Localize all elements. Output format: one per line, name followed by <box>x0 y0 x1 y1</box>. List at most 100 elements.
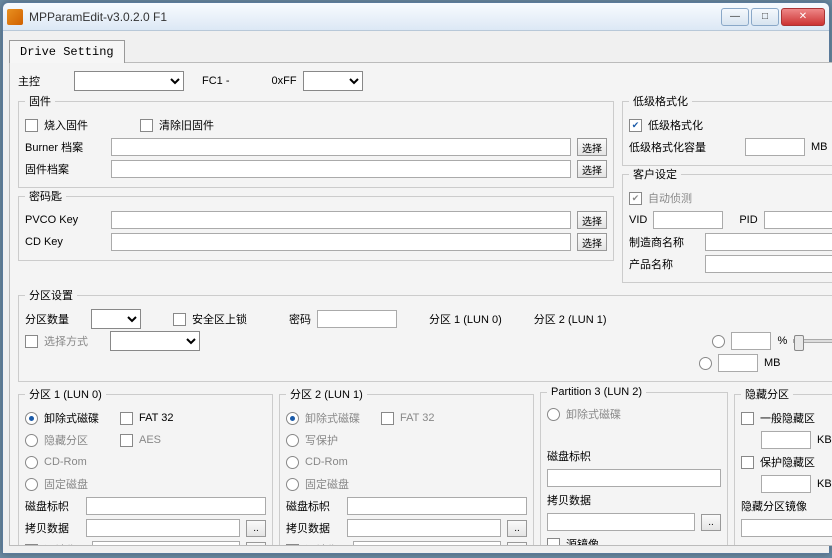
pct-slider[interactable] <box>793 339 832 343</box>
p1-srcimage-checkbox[interactable] <box>25 544 38 547</box>
p1-head-label: 分区 1 (LUN 0) <box>429 311 502 327</box>
p2-fixed-radio[interactable] <box>286 478 299 491</box>
pvco-key-input[interactable] <box>111 211 571 229</box>
p1-fixed-radio[interactable] <box>25 478 38 491</box>
pid-label: PID <box>739 214 757 226</box>
hidden-kb1-label: KB <box>817 434 832 446</box>
oxff-select[interactable] <box>303 71 363 91</box>
tab-drive-setting[interactable]: Drive Setting <box>9 40 125 63</box>
pvco-browse-button[interactable]: 选择 <box>577 211 607 229</box>
p1-pct-input[interactable] <box>731 332 771 350</box>
p1-srcimage-label: 源镜像 <box>44 542 86 546</box>
p1-fixed-label: 固定磁盘 <box>44 476 88 492</box>
p2-copydata-label: 拷贝数据 <box>286 520 341 536</box>
p1-mb-label: MB <box>764 357 781 369</box>
clear-old-label: 清除旧固件 <box>159 117 214 133</box>
p2-srcimage-input[interactable] <box>353 541 501 546</box>
hidden-image-label: 隐藏分区镜像 <box>741 498 807 514</box>
p1-cdrom-label: CD-Rom <box>44 456 87 468</box>
keys-legend: 密码匙 <box>25 188 66 204</box>
hidden-general-size-input[interactable] <box>761 431 811 449</box>
p3-copydata-input[interactable] <box>547 513 695 531</box>
main-ctrl-select[interactable] <box>74 71 184 91</box>
p2-copydata-input[interactable] <box>347 519 501 537</box>
burner-browse-button[interactable]: 选择 <box>577 138 607 156</box>
p3-srcimage-label: 源镜像 <box>566 536 599 546</box>
auto-detect-checkbox[interactable]: ✔ <box>629 192 642 205</box>
p2-disklabel-input[interactable] <box>347 497 527 515</box>
p2-cdrom-radio[interactable] <box>286 456 299 469</box>
p2-writeprotect-radio[interactable] <box>286 434 299 447</box>
password-input[interactable] <box>317 310 397 328</box>
p1-legend: 分区 1 (LUN 0) <box>25 386 106 402</box>
p2-srcimage-browse-button[interactable]: .. <box>507 542 527 547</box>
pvco-key-label: PVCO Key <box>25 214 105 226</box>
p3-copydata-browse-button[interactable]: .. <box>701 514 721 531</box>
lowlevel-legend: 低级格式化 <box>629 93 692 109</box>
p2-srcimage-checkbox[interactable] <box>286 544 299 547</box>
p1-aes-label: AES <box>139 434 161 446</box>
burner-file-input[interactable] <box>111 138 571 156</box>
window-title: MPParamEdit-v3.0.2.0 F1 <box>29 10 721 24</box>
burn-in-checkbox[interactable] <box>25 119 38 132</box>
partition-settings-legend: 分区设置 <box>25 287 77 303</box>
p2-writeprotect-label: 写保护 <box>305 432 338 448</box>
p2-removable-radio[interactable] <box>286 412 299 425</box>
customer-group: 客户设定 ✔ 自动侦测 VID PID <box>622 166 832 283</box>
p3-srcimage-checkbox[interactable] <box>547 538 560 547</box>
pct-radio[interactable] <box>712 335 725 348</box>
cd-browse-button[interactable]: 选择 <box>577 233 607 251</box>
p2-fat32-checkbox[interactable] <box>381 412 394 425</box>
hidden-protect-checkbox[interactable] <box>741 456 754 469</box>
p1-removable-radio[interactable] <box>25 412 38 425</box>
p2-copydata-browse-button[interactable]: .. <box>507 520 527 537</box>
p1-cdrom-radio[interactable] <box>25 456 38 469</box>
mode-checkbox[interactable] <box>25 335 38 348</box>
p1-fat32-checkbox[interactable] <box>120 412 133 425</box>
p3-removable-radio[interactable] <box>547 408 560 421</box>
p1-srcimage-input[interactable] <box>92 541 240 546</box>
titlebar[interactable]: MPParamEdit-v3.0.2.0 F1 — □ ✕ <box>3 3 829 31</box>
p1-group: 分区 1 (LUN 0) 卸除式磁碟FAT 32 隐藏分区AES CD-Rom … <box>18 386 273 546</box>
p1-mb-input[interactable] <box>718 354 758 372</box>
customer-legend: 客户设定 <box>629 166 681 182</box>
firmware-file-input[interactable] <box>111 160 571 178</box>
cd-key-input[interactable] <box>111 233 571 251</box>
app-icon <box>7 9 23 25</box>
vid-label: VID <box>629 214 647 226</box>
clear-old-checkbox[interactable] <box>140 119 153 132</box>
firmware-group: 固件 烧入固件 清除旧固件 Burner 档案 选择 <box>18 93 614 188</box>
hidden-protect-size-input[interactable] <box>761 475 811 493</box>
safe-lock-checkbox[interactable] <box>173 313 186 326</box>
p3-group: Partition 3 (LUN 2) 卸除式磁碟 磁盘标帜 拷贝数据 .. 源… <box>540 386 728 546</box>
p1-hidden-radio[interactable] <box>25 434 38 447</box>
firmware-browse-button[interactable]: 选择 <box>577 160 607 178</box>
close-button[interactable]: ✕ <box>781 8 825 26</box>
hidden-general-checkbox[interactable] <box>741 412 754 425</box>
mfg-input[interactable] <box>705 233 832 251</box>
lowlevel-capacity-input[interactable] <box>745 138 805 156</box>
p3-disklabel-label: 磁盘标帜 <box>547 448 591 464</box>
p1-disklabel-input[interactable] <box>86 497 266 515</box>
p1-fat32-label: FAT 32 <box>139 412 173 424</box>
mb-radio[interactable] <box>699 357 712 370</box>
partition-count-select[interactable] <box>91 309 141 329</box>
p1-copydata-browse-button[interactable]: .. <box>246 520 266 537</box>
p1-copydata-label: 拷贝数据 <box>25 520 80 536</box>
p3-removable-label: 卸除式磁碟 <box>566 406 621 422</box>
p1-srcimage-browse-button[interactable]: .. <box>246 542 266 547</box>
p1-copydata-input[interactable] <box>86 519 240 537</box>
lowlevel-checkbox[interactable]: ✔ <box>629 119 642 132</box>
hidden-image-input[interactable] <box>741 519 832 537</box>
burn-in-label: 烧入固件 <box>44 117 134 133</box>
vid-input[interactable] <box>653 211 723 229</box>
main-panel: 主控 FC1 - 0xFF 固件 烧入固件 <box>9 62 832 546</box>
hidden-protect-label: 保护隐藏区 <box>760 454 815 470</box>
p3-disklabel-input[interactable] <box>547 469 721 487</box>
product-input[interactable] <box>705 255 832 273</box>
p1-aes-checkbox[interactable] <box>120 434 133 447</box>
pid-input[interactable] <box>764 211 832 229</box>
mode-select[interactable] <box>110 331 200 351</box>
maximize-button[interactable]: □ <box>751 8 779 26</box>
minimize-button[interactable]: — <box>721 8 749 26</box>
